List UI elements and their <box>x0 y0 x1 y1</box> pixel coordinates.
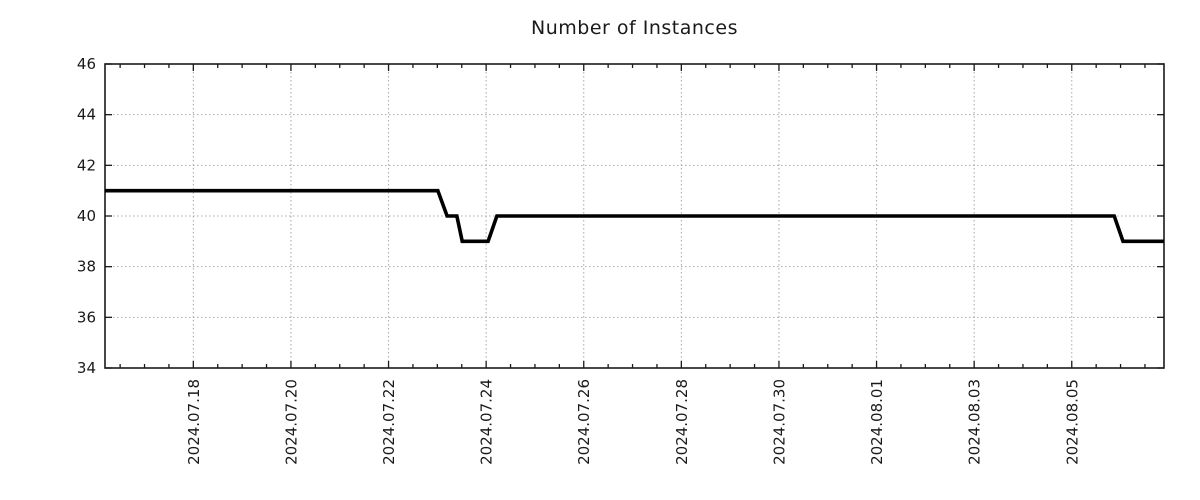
y-tick-label: 38 <box>77 258 96 276</box>
chart-title: Number of Instances <box>531 17 738 39</box>
x-tick-label: 2024.07.30 <box>770 379 788 465</box>
x-tick-label: 2024.07.18 <box>185 379 203 465</box>
y-tick-label: 36 <box>77 308 96 326</box>
x-tick-label: 2024.08.03 <box>966 379 984 465</box>
data-line <box>105 188 1164 244</box>
x-tick-label: 2024.07.24 <box>478 379 496 465</box>
y-tick-label: 40 <box>77 207 96 225</box>
x-tick-label: 2024.07.28 <box>673 379 691 465</box>
x-tick-label: 2024.07.22 <box>380 379 398 465</box>
y-tick-label: 34 <box>77 359 96 377</box>
y-tick-label: 46 <box>77 55 96 73</box>
y-tick-label: 44 <box>77 106 96 124</box>
x-tick-label: 2024.07.26 <box>575 379 593 465</box>
y-tick-label: 42 <box>77 156 96 174</box>
x-tick-label: 2024.07.20 <box>282 379 300 465</box>
x-tick-label: 2024.08.01 <box>868 379 886 465</box>
x-tick-label: 2024.08.05 <box>1063 379 1081 465</box>
